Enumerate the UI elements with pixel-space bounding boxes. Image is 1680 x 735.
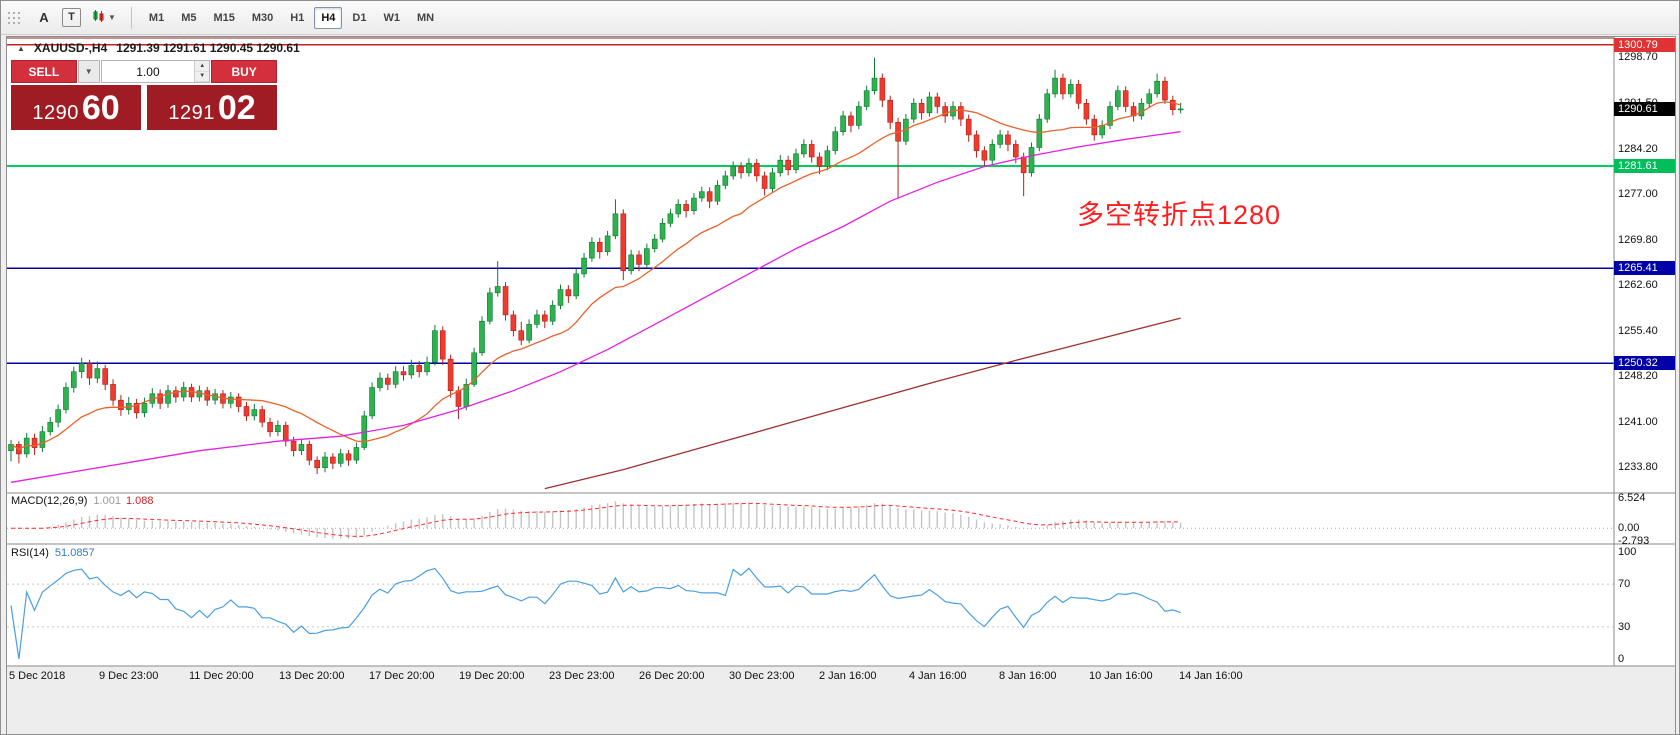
- sell-price-pips: 60: [81, 89, 120, 127]
- time-axis-label: 13 Dec 20:00: [279, 670, 345, 682]
- tf-button-m15[interactable]: M15: [206, 7, 241, 29]
- price-line-label: 1281.61: [1614, 158, 1675, 173]
- ma-mid-line: [10, 131, 1181, 483]
- bid-price-label: 1290.61: [1614, 101, 1675, 116]
- macd-scale-label: 6.524: [1618, 492, 1646, 505]
- time-axis-label: 5 Dec 2018: [9, 670, 66, 682]
- price-tick-label: 1248.20: [1618, 370, 1658, 383]
- price-tick-label: 1284.20: [1618, 142, 1658, 155]
- price-tick-label: 1241.00: [1618, 415, 1658, 428]
- rsi-scale-label: 100: [1618, 546, 1637, 558]
- sell-price-main: 1290: [32, 102, 79, 124]
- tf-button-h4[interactable]: H4: [314, 6, 343, 29]
- one-click-trading-panel: SELL ▼ ▲ ▼ BUY 129060 129102: [11, 60, 277, 130]
- time-axis-label: 2 Jan 16:00: [819, 670, 877, 682]
- toolbar-grip-icon: [6, 10, 22, 26]
- chart-type-button[interactable]: ▼: [87, 6, 121, 30]
- toolbar-separator: [130, 6, 132, 29]
- lot-size-field: ▲ ▼: [100, 60, 211, 83]
- tf-button-m5[interactable]: M5: [174, 7, 203, 29]
- price-tick-label: 1298.70: [1618, 51, 1658, 64]
- price-line-label: 1250.32: [1614, 356, 1675, 371]
- time-axis-label: 14 Jan 16:00: [1179, 670, 1243, 682]
- candlestick-chart-icon: [92, 9, 106, 26]
- rsi-scale-label: 30: [1618, 620, 1631, 633]
- cursor-tool-button[interactable]: A: [32, 6, 56, 30]
- ma-fast-line: [10, 101, 1181, 450]
- time-axis-label: 17 Dec 20:00: [369, 670, 435, 682]
- tf-button-w1[interactable]: W1: [376, 7, 407, 29]
- rsi-scale-label: 0: [1618, 653, 1625, 665]
- time-axis-label: 26 Dec 20:00: [639, 670, 705, 682]
- caret-down-icon: ▼: [84, 67, 93, 76]
- time-axis[interactable]: 5 Dec 2018 9 Dec 23:00 11 Dec 20:00 13 Dec …: [7, 666, 1675, 692]
- lot-increase-button[interactable]: ▲: [195, 61, 210, 72]
- buy-price-pips: 02: [217, 89, 256, 127]
- time-axis-label: 4 Jan 16:00: [909, 670, 967, 682]
- lot-decrease-button[interactable]: ▼: [195, 71, 210, 82]
- price-axis[interactable]: 1298.701291.501284.201277.001269.801262.…: [1614, 37, 1675, 666]
- price-tick-label: 1277.00: [1618, 188, 1658, 201]
- time-axis-label: 30 Dec 23:00: [729, 670, 795, 682]
- buy-price-display[interactable]: 129102: [147, 85, 277, 130]
- macd-signal-line: [10, 502, 1181, 537]
- timeframe-toolbar: M1 M5 M15 M30 H1 H4 D1 W1 MN: [142, 6, 444, 29]
- rsi-scale-label: 70: [1618, 578, 1631, 591]
- lot-size-input[interactable]: [101, 61, 195, 82]
- rsi-line: [10, 567, 1181, 660]
- tf-button-d1[interactable]: D1: [345, 7, 373, 29]
- candles-layer: [8, 57, 1184, 475]
- time-axis-label: 19 Dec 20:00: [459, 670, 525, 682]
- caret-down-icon: ▼: [108, 13, 116, 22]
- time-axis-label: 11 Dec 20:00: [189, 670, 254, 682]
- price-tick-label: 1262.60: [1618, 279, 1658, 292]
- price-line-label: 1300.79: [1614, 37, 1675, 52]
- price-tick-label: 1233.80: [1618, 461, 1658, 474]
- ma-slow-line: [544, 317, 1181, 490]
- tf-button-m1[interactable]: M1: [142, 7, 171, 29]
- chart-window-border: [6, 36, 1676, 734]
- price-tick-label: 1255.40: [1618, 324, 1658, 337]
- price-tick-label: 1269.80: [1618, 233, 1658, 246]
- macd-histogram: [18, 501, 1182, 539]
- sell-price-display[interactable]: 129060: [11, 85, 141, 130]
- buy-button[interactable]: BUY: [211, 60, 277, 83]
- tf-button-h1[interactable]: H1: [283, 7, 311, 29]
- time-axis-label: 10 Jan 16:00: [1089, 670, 1153, 682]
- tf-button-mn[interactable]: MN: [410, 7, 441, 29]
- text-tool-button[interactable]: T: [62, 8, 81, 27]
- time-axis-label: 8 Jan 16:00: [999, 670, 1057, 682]
- macd-scale-label: 0.00: [1618, 522, 1640, 535]
- price-line-label: 1265.41: [1614, 261, 1675, 276]
- time-axis-label: 9 Dec 23:00: [99, 670, 159, 682]
- trade-options-dropdown-button[interactable]: ▼: [77, 60, 100, 83]
- time-axis-label: 23 Dec 23:00: [549, 670, 615, 682]
- sell-button[interactable]: SELL: [11, 60, 77, 83]
- lot-spinner: ▲ ▼: [194, 61, 210, 82]
- trade-controls-row: SELL ▼ ▲ ▼ BUY: [11, 60, 277, 83]
- toolbar: A T ▼ M1 M5 M15 M30 H1 H4 D1 W1 MN: [1, 1, 1679, 35]
- buy-price-main: 1291: [168, 102, 215, 124]
- tf-button-m30[interactable]: M30: [245, 7, 280, 29]
- macd-scale-label: -2.793: [1618, 535, 1650, 548]
- trade-prices-row: 129060 129102: [11, 85, 277, 130]
